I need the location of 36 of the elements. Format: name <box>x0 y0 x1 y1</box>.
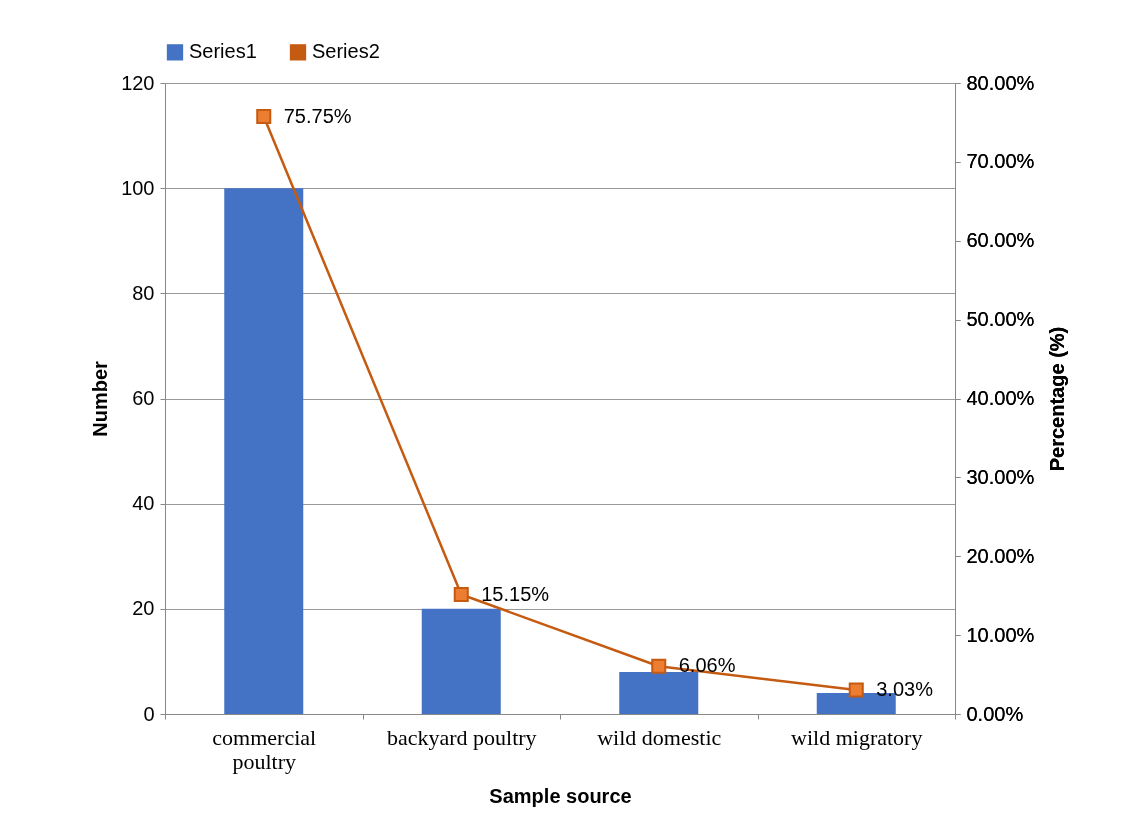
y-tick-label: 60 <box>132 387 155 409</box>
y-tick-label: 20 <box>132 597 155 620</box>
bar <box>421 608 501 714</box>
y-tick-label: 120 <box>121 71 155 94</box>
x-axis-title: Sample source <box>489 784 632 807</box>
y2-tick-label: 80.00% <box>966 71 1035 94</box>
y-tick-label: 100 <box>121 176 155 199</box>
x-tick-label: backyard poultry <box>386 724 537 750</box>
data-label: 3.03% <box>876 678 934 701</box>
x-tick-label: commercial poultry <box>212 724 317 774</box>
y2-tick-label: 60.00% <box>966 229 1035 252</box>
point <box>453 586 469 603</box>
point <box>256 109 272 125</box>
legend-label: Series2 <box>312 40 380 63</box>
data-label: 6.06% <box>678 654 736 677</box>
y2-tick-label: 40.00% <box>966 387 1035 409</box>
legend-label: Series1 <box>189 40 257 63</box>
point <box>651 658 667 674</box>
y2-tick-label: 20.00% <box>966 544 1035 567</box>
x-tick-label: wild migratory <box>791 724 923 750</box>
y-tick-label: 0 <box>143 702 155 725</box>
y2-axis-title: Percentage (%) <box>1046 326 1069 472</box>
bar <box>619 671 699 714</box>
y2-tick-label: 30.00% <box>966 465 1035 488</box>
y2-tick-label: 50.00% <box>966 308 1035 331</box>
x-tick-label: wild domestic <box>597 724 722 750</box>
data-label: 15.15% <box>481 582 550 605</box>
y-tick-label: 80 <box>132 281 155 304</box>
y2-tick-label: 70.00% <box>966 150 1035 173</box>
y2-tick-label: 0.00% <box>966 702 1024 725</box>
y-axis-title: Number <box>89 361 112 437</box>
data-label: 75.75% <box>283 104 352 127</box>
y2-tick-label: 10.00% <box>966 623 1035 646</box>
point <box>848 682 864 698</box>
y-tick-label: 40 <box>132 492 155 515</box>
bar <box>224 188 304 714</box>
